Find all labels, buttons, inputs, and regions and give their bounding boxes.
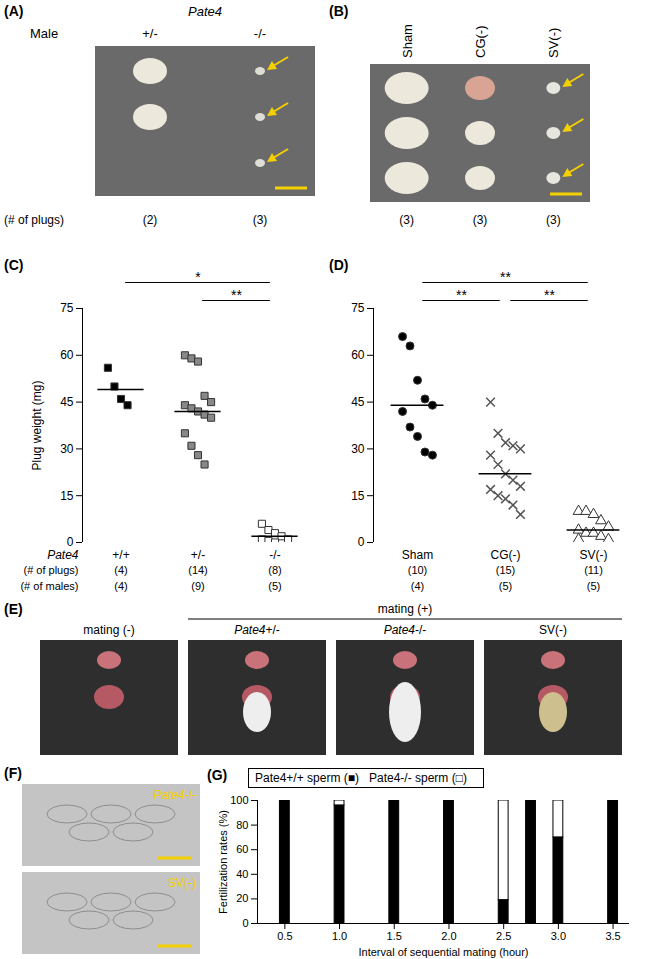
html-text:Pate4+/+ sperm (■): Pate4+/+ sperm (■) bbox=[255, 771, 359, 785]
svg-text:0: 0 bbox=[242, 917, 248, 929]
svg-text:15: 15 bbox=[60, 489, 74, 503]
svg-text:(3): (3) bbox=[546, 213, 561, 227]
svg-text:Pate4: Pate4 bbox=[188, 4, 222, 19]
svg-text:(3): (3) bbox=[253, 213, 268, 227]
svg-text:+/-: +/- bbox=[142, 26, 158, 41]
svg-text:2.0: 2.0 bbox=[441, 930, 456, 942]
svg-text:(# of plugs): (# of plugs) bbox=[4, 213, 64, 227]
svg-text:**: ** bbox=[231, 287, 242, 303]
svg-text:45: 45 bbox=[60, 395, 74, 409]
svg-text:**: ** bbox=[456, 287, 467, 303]
svg-text:(# of plugs): (# of plugs) bbox=[23, 564, 78, 576]
svg-text:(3): (3) bbox=[473, 213, 488, 227]
svg-text:**: ** bbox=[544, 287, 555, 303]
svg-text:CG(-): CG(-) bbox=[491, 548, 521, 562]
svg-text:(4): (4) bbox=[114, 580, 127, 592]
svg-text:80: 80 bbox=[236, 819, 248, 831]
svg-text:30: 30 bbox=[351, 442, 365, 456]
svg-text:75: 75 bbox=[351, 301, 365, 315]
svg-text:(A): (A) bbox=[4, 3, 23, 19]
svg-text:1.5: 1.5 bbox=[387, 930, 402, 942]
svg-text:(14): (14) bbox=[188, 564, 208, 576]
svg-text:(2): (2) bbox=[143, 213, 158, 227]
svg-text:*: * bbox=[195, 269, 201, 285]
svg-text:SV(-): SV(-) bbox=[168, 876, 196, 890]
svg-text:(D): (D) bbox=[329, 257, 348, 273]
svg-text:(G): (G) bbox=[207, 767, 227, 783]
svg-text:(F): (F) bbox=[4, 765, 22, 781]
svg-text:+/+: +/+ bbox=[112, 548, 129, 562]
svg-text:(10): (10) bbox=[408, 564, 428, 576]
svg-text:**: ** bbox=[500, 269, 511, 285]
svg-text:(# of males): (# of males) bbox=[20, 580, 78, 592]
svg-text:1.0: 1.0 bbox=[332, 930, 347, 942]
svg-text:75: 75 bbox=[60, 301, 74, 315]
svg-text:SV(-): SV(-) bbox=[580, 548, 608, 562]
svg-text:(4): (4) bbox=[411, 580, 424, 592]
svg-text:(5): (5) bbox=[268, 580, 281, 592]
svg-text:(5): (5) bbox=[587, 580, 600, 592]
svg-text:(B): (B) bbox=[329, 3, 348, 19]
svg-text:SV(-): SV(-) bbox=[539, 623, 567, 637]
svg-text:40: 40 bbox=[236, 868, 248, 880]
svg-text:CG(-): CG(-) bbox=[473, 26, 488, 59]
svg-text:Pate4: Pate4 bbox=[47, 548, 79, 562]
svg-text:60: 60 bbox=[236, 843, 248, 855]
svg-text:45: 45 bbox=[351, 395, 365, 409]
svg-text:-/-: -/- bbox=[254, 26, 266, 41]
svg-text:SV(-): SV(-) bbox=[546, 28, 561, 58]
svg-text:(11): (11) bbox=[584, 564, 603, 576]
svg-text:(8): (8) bbox=[268, 564, 281, 576]
svg-text:0.5: 0.5 bbox=[277, 930, 292, 942]
svg-text:Male: Male bbox=[30, 26, 58, 41]
svg-text:60: 60 bbox=[60, 348, 74, 362]
svg-text:Fertilization rates (%): Fertilization rates (%) bbox=[217, 810, 229, 914]
svg-text:15: 15 bbox=[351, 489, 365, 503]
svg-text:Sham: Sham bbox=[400, 24, 415, 58]
svg-text:30: 30 bbox=[60, 442, 74, 456]
svg-text:(5): (5) bbox=[499, 580, 512, 592]
svg-text:mating (-): mating (-) bbox=[83, 623, 134, 637]
svg-text:(9): (9) bbox=[191, 580, 204, 592]
svg-text:0: 0 bbox=[358, 535, 365, 549]
svg-text:(E): (E) bbox=[4, 601, 23, 617]
svg-text:0: 0 bbox=[66, 535, 74, 550]
svg-text:3.0: 3.0 bbox=[551, 930, 566, 942]
svg-text:100: 100 bbox=[230, 794, 248, 806]
svg-text:Pate4-/-: Pate4-/- bbox=[153, 788, 196, 802]
svg-text:Plug weight (mg): Plug weight (mg) bbox=[30, 380, 44, 470]
svg-text:-/-: -/- bbox=[269, 548, 280, 562]
svg-text:Sham: Sham bbox=[402, 548, 433, 562]
html-text:Pate4-/- sperm (□): Pate4-/- sperm (□) bbox=[369, 771, 467, 785]
svg-text:(3): (3) bbox=[399, 213, 414, 227]
svg-text:mating (+): mating (+) bbox=[378, 602, 432, 616]
svg-text:Pate4+/-: Pate4+/- bbox=[234, 623, 280, 637]
svg-text:20: 20 bbox=[236, 892, 248, 904]
svg-text:(C): (C) bbox=[4, 257, 23, 273]
svg-text:(4): (4) bbox=[114, 564, 127, 576]
svg-text:+/-: +/- bbox=[191, 548, 205, 562]
svg-text:60: 60 bbox=[351, 348, 365, 362]
svg-text:Interval of sequential mating: Interval of sequential mating (hour) bbox=[359, 946, 529, 958]
svg-text:3.5: 3.5 bbox=[605, 930, 620, 942]
svg-text:(15): (15) bbox=[496, 564, 516, 576]
svg-text:2.5: 2.5 bbox=[496, 930, 511, 942]
svg-text:Pate4-/-: Pate4-/- bbox=[384, 623, 427, 637]
